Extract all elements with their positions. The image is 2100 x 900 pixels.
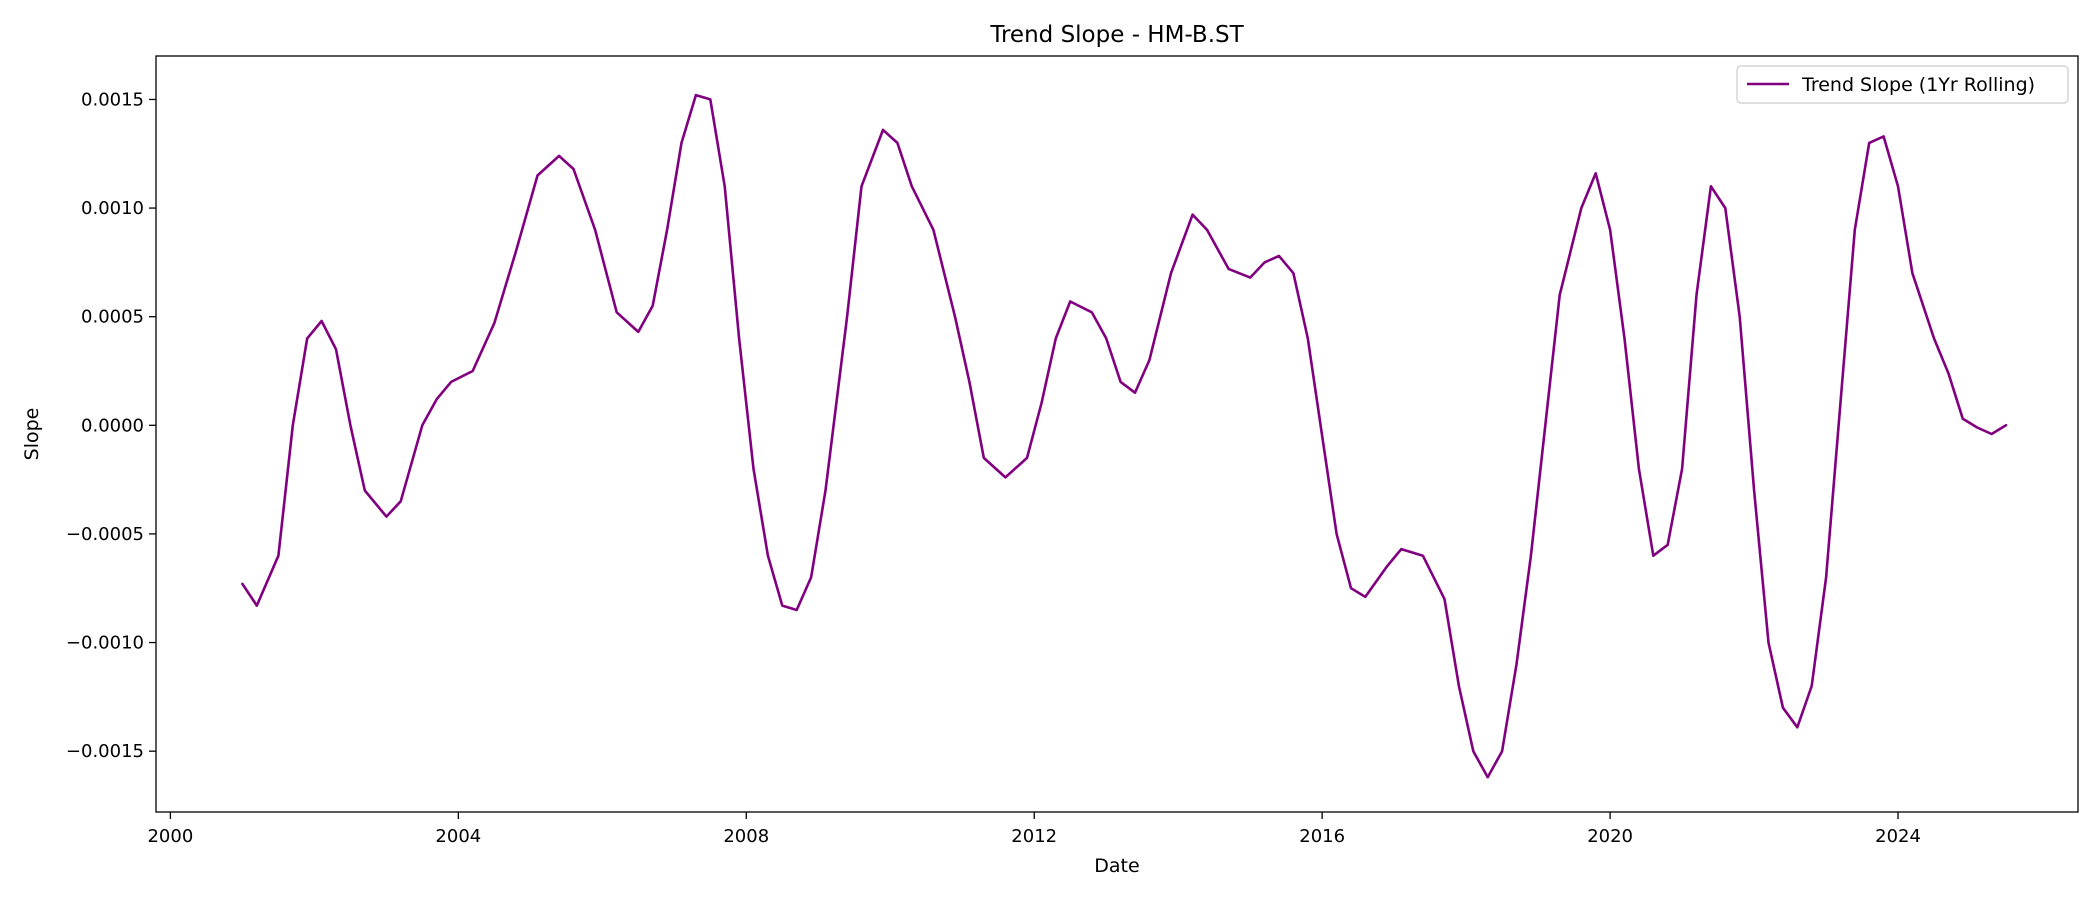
- y-axis: −0.0015 −0.0010 −0.0005 0.0000 0.0005 0.0010 0…: [66, 89, 156, 762]
- y-tick-label: 0.0000: [81, 415, 144, 436]
- y-tick-label: 0.0015: [81, 89, 144, 110]
- x-tick-label: 2020: [1587, 826, 1633, 847]
- x-tick-label: 2024: [1875, 826, 1921, 847]
- y-tick-label: −0.0005: [66, 524, 144, 545]
- y-tick-label: 0.0005: [81, 307, 144, 328]
- x-tick-label: 2016: [1299, 826, 1345, 847]
- series-line-trend-slope: [241, 93, 2008, 779]
- x-tick-label: 2008: [723, 826, 769, 847]
- legend: Trend Slope (1Yr Rolling): [1736, 65, 2069, 104]
- x-axis-title: Date: [1094, 855, 1139, 877]
- x-tick-label: 2012: [1011, 826, 1057, 847]
- plot-frame: [155, 55, 2079, 813]
- legend-label: Trend Slope (1Yr Rolling): [1801, 74, 2035, 96]
- x-tick-label: 2000: [147, 826, 193, 847]
- plot-area: [241, 93, 2008, 779]
- x-axis: 2000 2004 2008 2012 2016 2020 2024: [147, 812, 1921, 847]
- y-tick-label: 0.0010: [81, 198, 144, 219]
- x-tick-label: 2004: [435, 826, 481, 847]
- chart-title: Trend Slope - HM-B.ST: [989, 22, 1244, 48]
- legend-box: [1736, 65, 2069, 104]
- y-tick-label: −0.0010: [66, 633, 144, 654]
- y-axis-title: Slope: [21, 408, 43, 461]
- y-tick-label: −0.0015: [66, 741, 144, 762]
